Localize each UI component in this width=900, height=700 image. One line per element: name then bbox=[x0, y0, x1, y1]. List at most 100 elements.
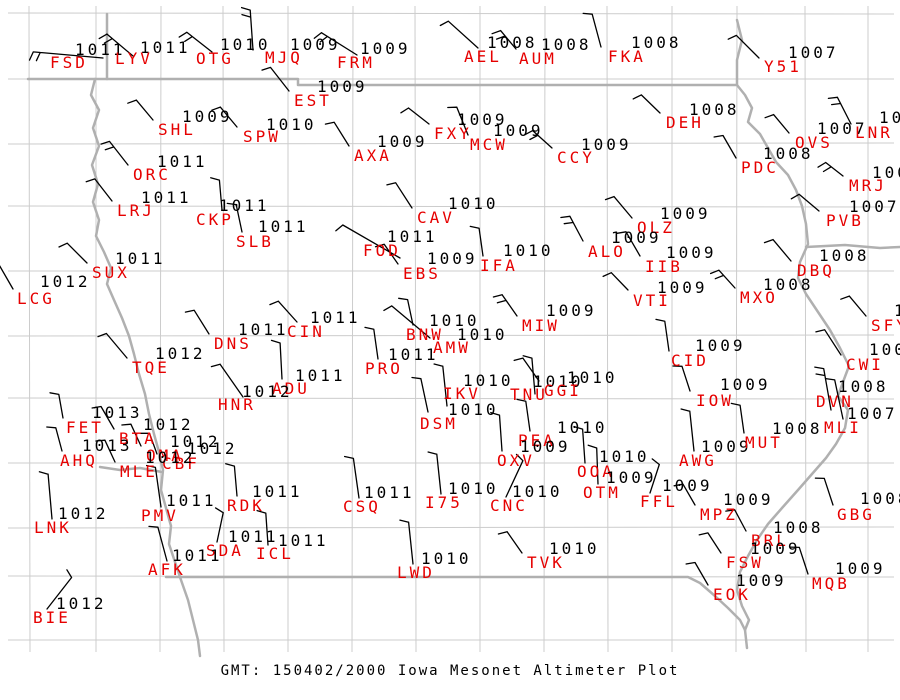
station-value: 1010 bbox=[429, 311, 480, 330]
wind-barb-icon bbox=[655, 318, 670, 352]
station-value: 1007 bbox=[849, 197, 900, 216]
station-value: 1012 bbox=[155, 344, 206, 363]
station-id-label: CNC bbox=[490, 496, 528, 515]
wind-barb-icon bbox=[85, 178, 113, 202]
station-id-label: EST bbox=[294, 91, 332, 110]
wind-barb-icon bbox=[226, 202, 243, 233]
station-id-label: OOA bbox=[577, 462, 615, 481]
station-value: 1009 bbox=[611, 228, 662, 247]
station-id-label: SFY bbox=[871, 316, 900, 335]
station-id-label: ICL bbox=[256, 544, 294, 563]
station-id-label: OTG bbox=[196, 49, 234, 68]
station-value: 1011 bbox=[140, 38, 191, 57]
station-id-label: FRM bbox=[337, 53, 375, 72]
wind-barb-icon bbox=[789, 546, 809, 575]
wind-barb-icon bbox=[343, 455, 360, 499]
station-id-label: FET bbox=[66, 418, 104, 437]
station-value: 1009 bbox=[457, 110, 508, 129]
station-value: 1008 bbox=[838, 377, 889, 396]
station-id-label: DNS bbox=[214, 334, 252, 353]
station-id-label: AXA bbox=[354, 146, 392, 165]
station-id-label: CKP bbox=[196, 210, 234, 229]
station-value: 1011 bbox=[295, 366, 346, 385]
station-value: 1011 bbox=[238, 320, 289, 339]
wind-barb-icon bbox=[763, 238, 792, 262]
wind-barb-icon bbox=[815, 329, 842, 356]
station-value: 1011 bbox=[141, 188, 192, 207]
station-id-label: IFA bbox=[480, 256, 518, 275]
wind-barb-icon bbox=[145, 464, 162, 508]
station-value: 1012 bbox=[40, 272, 91, 291]
county-line bbox=[606, 5, 609, 653]
wind-barb-icon bbox=[411, 376, 429, 413]
wind-barb-icon bbox=[505, 453, 524, 498]
station-value: 1011 bbox=[388, 345, 439, 364]
station-value: 1010 bbox=[557, 418, 608, 437]
wind-barb-icon bbox=[261, 66, 290, 92]
station-id-label: CCY bbox=[557, 148, 595, 167]
county-line bbox=[7, 205, 895, 208]
wind-barb-icon bbox=[214, 507, 224, 543]
wind-barb-icon bbox=[840, 295, 867, 317]
station-id-label: OXV bbox=[497, 451, 535, 470]
station-value: 1011 bbox=[258, 217, 309, 236]
station-value: 1009 bbox=[660, 204, 711, 223]
wind-barb-icon bbox=[680, 408, 695, 452]
station-value: 1010 bbox=[567, 368, 618, 387]
wind-barb-icon bbox=[727, 34, 760, 59]
wind-barb-icon bbox=[730, 402, 745, 434]
station-value: 1010 bbox=[457, 325, 508, 344]
station-value: 1009 bbox=[657, 278, 708, 297]
wind-barb-icon bbox=[516, 398, 531, 432]
county-line bbox=[7, 12, 895, 15]
station-id-label: MUT bbox=[745, 433, 783, 452]
station-value: 1011 bbox=[252, 482, 303, 501]
wind-barb-icon bbox=[269, 300, 298, 323]
station-value: 1010 bbox=[503, 241, 554, 260]
county-grid-lines bbox=[7, 5, 895, 653]
station-id-label: ADU bbox=[272, 379, 310, 398]
wind-barb-icon bbox=[386, 182, 413, 209]
station-value: 1008 bbox=[487, 33, 538, 52]
wind-barb-icon bbox=[148, 525, 168, 562]
county-line bbox=[7, 526, 895, 529]
station-value: 1011 bbox=[387, 227, 438, 246]
wind-barb-icon bbox=[490, 411, 503, 452]
wind-barb-icon bbox=[28, 51, 104, 62]
station-id-label: CWI bbox=[846, 355, 884, 374]
station-value: 1010 bbox=[512, 482, 563, 501]
wind-barb-icon bbox=[604, 195, 633, 219]
station-id-label: IIB bbox=[645, 257, 683, 276]
station-id-label: SDA bbox=[206, 541, 244, 560]
station-id-label: SPW bbox=[243, 127, 281, 146]
wind-barb-icon bbox=[573, 425, 586, 464]
station-value: 1009 bbox=[606, 468, 657, 487]
station-id-label: MCW bbox=[470, 135, 508, 154]
station-value: 1008 bbox=[773, 518, 824, 537]
station-value: 1009 bbox=[701, 437, 752, 456]
county-line bbox=[28, 5, 31, 653]
station-id-label: SLB bbox=[236, 232, 274, 251]
station-value: 1009 bbox=[360, 39, 411, 58]
station-id-label: IOW bbox=[696, 391, 734, 410]
station-value: 1010 bbox=[448, 400, 499, 419]
wind-barb-icon bbox=[491, 29, 517, 50]
station-id-label: DVN bbox=[816, 392, 854, 411]
station-value: 1008 bbox=[894, 303, 900, 319]
station-value: 1007 bbox=[788, 43, 839, 62]
station-id-label: PVB bbox=[826, 211, 864, 230]
wind-barb-icon bbox=[649, 458, 660, 494]
station-id-label: LNK bbox=[34, 518, 72, 537]
wind-barb-icon bbox=[439, 20, 479, 49]
station-value: 1008 bbox=[689, 100, 740, 119]
wind-barb-icon bbox=[97, 332, 128, 359]
station-id-label: FKA bbox=[608, 47, 646, 66]
station-id-label: FXY bbox=[434, 124, 472, 143]
station-id-label: EOK bbox=[713, 585, 751, 604]
station-id-label: FSD bbox=[50, 53, 88, 72]
station-value: 1011 bbox=[228, 527, 279, 546]
wind-barb-icon bbox=[0, 265, 14, 290]
county-line bbox=[351, 5, 354, 653]
station-value: 1009 bbox=[290, 35, 341, 54]
